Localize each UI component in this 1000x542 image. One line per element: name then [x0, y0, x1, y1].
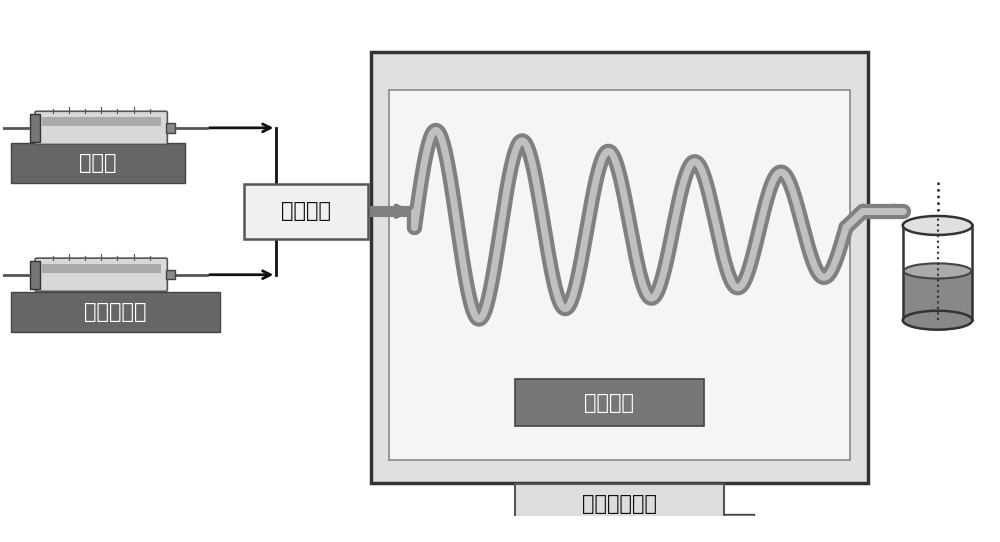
FancyBboxPatch shape	[11, 292, 220, 332]
FancyBboxPatch shape	[389, 90, 850, 460]
FancyBboxPatch shape	[30, 114, 40, 142]
FancyBboxPatch shape	[35, 258, 167, 291]
Text: 反应液: 反应液	[79, 153, 116, 173]
FancyBboxPatch shape	[35, 111, 167, 144]
FancyBboxPatch shape	[244, 184, 368, 238]
FancyBboxPatch shape	[11, 143, 185, 183]
Text: 微波发生装置: 微波发生装置	[582, 494, 657, 514]
Ellipse shape	[903, 311, 972, 330]
Text: 换热介质: 换热介质	[584, 392, 634, 412]
Text: 溶剂或气相: 溶剂或气相	[84, 302, 146, 322]
Ellipse shape	[903, 216, 972, 235]
Polygon shape	[903, 271, 972, 320]
FancyBboxPatch shape	[515, 484, 724, 524]
FancyBboxPatch shape	[30, 261, 40, 289]
FancyBboxPatch shape	[42, 264, 161, 273]
FancyBboxPatch shape	[553, 526, 587, 542]
Text: 微混合器: 微混合器	[281, 201, 331, 221]
FancyBboxPatch shape	[166, 123, 175, 133]
Ellipse shape	[904, 263, 971, 279]
FancyBboxPatch shape	[515, 379, 704, 427]
FancyBboxPatch shape	[42, 117, 161, 126]
FancyBboxPatch shape	[599, 514, 754, 542]
FancyBboxPatch shape	[166, 270, 175, 280]
Text: 温度探测器: 温度探测器	[652, 525, 702, 542]
FancyBboxPatch shape	[371, 52, 868, 483]
